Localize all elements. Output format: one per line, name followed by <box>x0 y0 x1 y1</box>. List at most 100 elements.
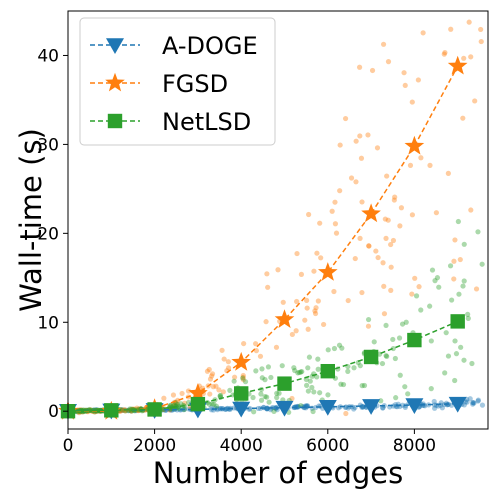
scatter-point <box>240 372 246 379</box>
scatter-point <box>390 237 397 244</box>
scatter-point <box>242 379 249 385</box>
scatter-point <box>314 374 320 380</box>
scatter-point <box>128 407 134 413</box>
scatter-point <box>333 230 340 236</box>
scatter-point <box>380 405 386 411</box>
scatter-point <box>369 67 376 74</box>
scatter-point <box>385 59 392 65</box>
scatter-point <box>167 407 173 413</box>
scatter-point <box>475 397 481 403</box>
scatter-point <box>262 377 268 383</box>
data-marker <box>274 309 295 328</box>
scatter-point <box>317 220 323 226</box>
scatter-point <box>465 311 471 317</box>
scatter-point <box>390 345 396 352</box>
scatter-point <box>390 336 396 343</box>
scatter-point <box>87 407 94 414</box>
scatter-point <box>206 401 212 407</box>
scatter-point <box>443 330 449 336</box>
data-marker <box>147 402 162 417</box>
data-marker <box>188 383 208 402</box>
scatter-point <box>313 305 319 311</box>
scatter-point <box>366 243 372 249</box>
scatter-point <box>289 331 295 338</box>
scatter-point <box>207 391 213 397</box>
scatter-point <box>358 155 365 161</box>
scatter-point <box>225 365 232 371</box>
scatter-point <box>445 170 451 176</box>
scatter-point <box>458 344 464 350</box>
scatter-point <box>221 356 227 362</box>
scatter-point <box>304 382 310 388</box>
scatter-point <box>427 303 433 309</box>
scatter-point <box>296 369 302 376</box>
scatter-point <box>479 402 486 408</box>
scatter-point <box>175 402 181 408</box>
scatter-point <box>266 399 272 405</box>
scatter-point <box>475 229 481 235</box>
scatter-point <box>167 402 173 408</box>
scatter-point <box>223 406 229 412</box>
scatter-point <box>433 210 439 216</box>
scatter-point <box>207 376 214 382</box>
scatter-point <box>429 267 436 273</box>
scatter-point <box>306 354 313 360</box>
scatter-point <box>428 338 434 344</box>
scatter-point <box>135 407 141 413</box>
scatter-point <box>409 99 415 105</box>
scatter-point <box>431 405 438 411</box>
legend-label: A-DOGE <box>162 32 258 60</box>
scatter-point <box>315 298 321 304</box>
scatter-point <box>306 211 312 218</box>
scatter-point <box>397 223 403 229</box>
scatter-point <box>331 345 338 352</box>
scatter-point <box>392 355 398 362</box>
scatter-point <box>409 212 416 218</box>
scatter-point <box>222 406 228 412</box>
scatter-point <box>448 26 454 32</box>
scatter-point <box>96 408 103 414</box>
series-lines <box>67 65 459 412</box>
scatter-point <box>457 256 463 263</box>
series-line <box>67 320 458 412</box>
scatter-point <box>391 197 397 203</box>
scatter-point <box>332 199 338 205</box>
scatter-point <box>313 404 319 411</box>
scatter-point <box>332 221 339 227</box>
scatter-point <box>439 405 445 411</box>
scatter-point <box>167 406 174 413</box>
y-tick-label: 30 <box>37 135 59 155</box>
scatter-point <box>174 407 180 413</box>
scatter-point <box>220 389 226 395</box>
scatter-point <box>271 408 277 415</box>
data-marker <box>448 396 467 413</box>
scatter-point <box>475 398 481 404</box>
scatter-point <box>303 403 309 409</box>
data-marker <box>231 351 251 371</box>
scatter-point <box>304 297 310 303</box>
x-tick-label: 6000 <box>306 436 349 456</box>
scatter-point <box>380 41 387 47</box>
y-tick-label: 10 <box>37 313 59 333</box>
x-tick-label: 0 <box>63 436 74 456</box>
scatter-point <box>449 297 455 303</box>
scatter-point <box>305 326 311 332</box>
scatter-point <box>442 49 448 56</box>
scatter-point <box>416 284 422 290</box>
scatter-point <box>470 400 476 406</box>
scatter-point <box>127 407 134 413</box>
x-tick-label: 8000 <box>393 436 436 456</box>
scatter-point <box>302 317 308 323</box>
data-marker <box>232 401 251 418</box>
scatter-point <box>359 199 365 205</box>
scatter-point <box>250 394 256 401</box>
scatter-point <box>312 310 319 317</box>
scatter-point <box>469 360 475 367</box>
data-marker <box>233 386 249 401</box>
scatter-point <box>325 347 331 353</box>
scatter-point <box>80 408 86 414</box>
data-marker <box>407 332 422 348</box>
scatter-point <box>170 392 177 398</box>
scatter-point <box>359 383 365 389</box>
scatter-point <box>315 356 321 362</box>
